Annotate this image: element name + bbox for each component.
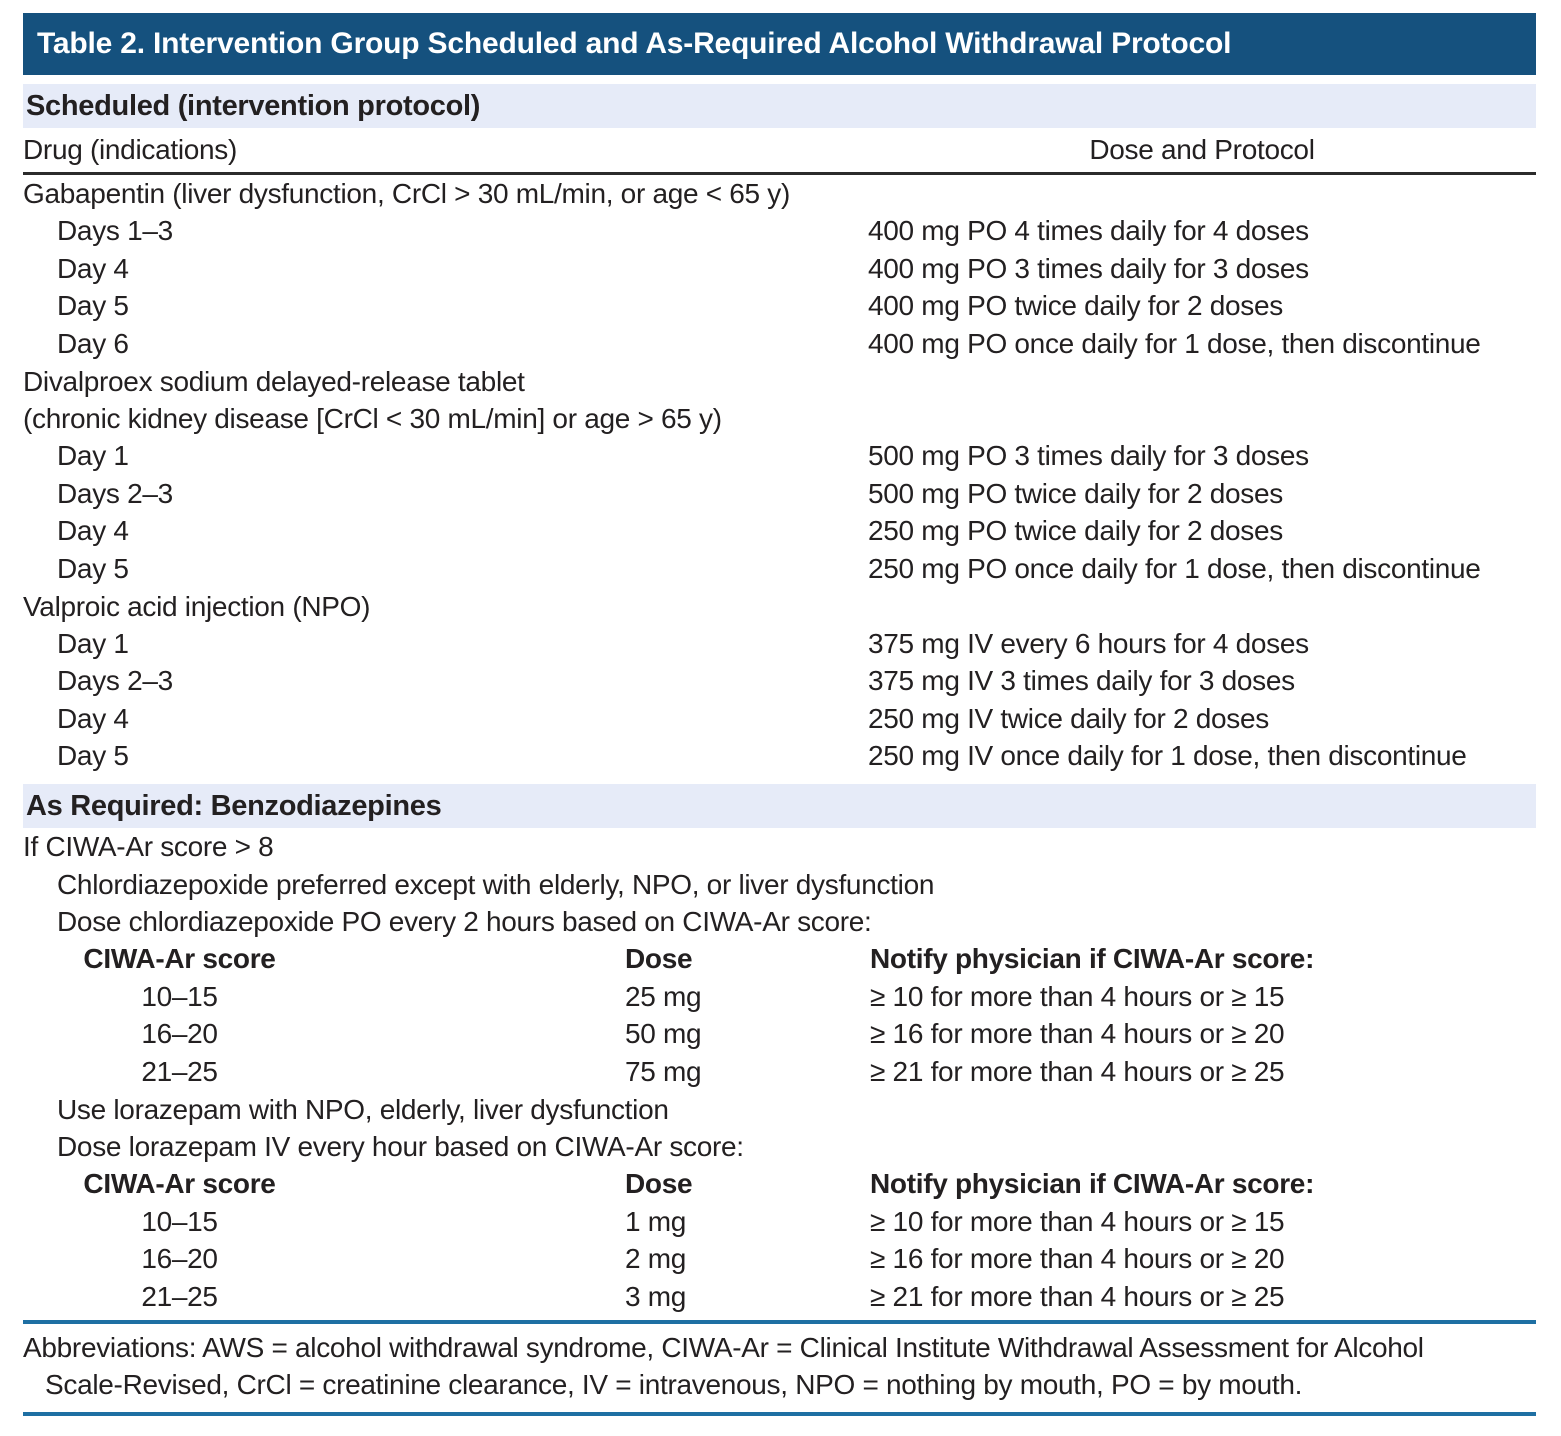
day-cell: Day 4 [57, 252, 129, 284]
table-title-bar: Table 2. Intervention Group Scheduled an… [23, 13, 1536, 75]
day-cell: Day 6 [57, 327, 129, 359]
drug-group-name-divalproex: Divalproex sodium delayed-release tablet [23, 365, 525, 397]
score-cell: 16–20 [141, 1018, 218, 1050]
bottom-rule [23, 1411, 1536, 1416]
notify-cell: ≥ 10 for more than 4 hours or ≥ 15 [870, 1205, 1285, 1237]
notify-cell: ≥ 16 for more than 4 hours or ≥ 20 [870, 1243, 1285, 1275]
table-row: Day 1 500 mg PO 3 times daily for 3 dose… [23, 438, 1536, 476]
subtable-row: 21–25 3 mg ≥ 21 for more than 4 hours or… [57, 1278, 1536, 1316]
footnote-line-2: Scale-Revised, CrCl = creatinine clearan… [45, 1369, 1303, 1400]
dose-cell: 500 mg PO 3 times daily for 3 doses [868, 440, 1309, 472]
notify-cell: ≥ 16 for more than 4 hours or ≥ 20 [870, 1018, 1285, 1050]
drug-group-name-valproic-acid: Valproic acid injection (NPO) [23, 590, 371, 622]
day-cell: Day 5 [57, 290, 129, 322]
table-row: Day 5 250 mg IV once daily for 1 dose, t… [23, 738, 1536, 776]
notify-cell: ≥ 21 for more than 4 hours or ≥ 25 [870, 1055, 1285, 1087]
subtable-header-row: CIWA-Ar score Dose Notify physician if C… [57, 1166, 1536, 1204]
table-row: Day 4 400 mg PO 3 times daily for 3 dose… [23, 250, 1536, 288]
section-header-as-required: As Required: Benzodiazepines [23, 784, 1536, 828]
footnote-line-1: Abbreviations: AWS = alcohol withdrawal … [23, 1331, 1424, 1363]
dose-cell: 250 mg PO twice daily for 2 doses [868, 515, 1283, 547]
dose-cell: 400 mg PO 3 times daily for 3 doses [868, 252, 1309, 284]
table-row: Day 5 250 mg PO once daily for 1 dose, t… [23, 550, 1536, 588]
dose-cell: 400 mg PO 4 times daily for 4 doses [868, 215, 1309, 247]
column-header-drug: Drug (indications) [23, 134, 238, 165]
column-header-dose: Dose and Protocol [1089, 134, 1315, 165]
table-title: Table 2. Intervention Group Scheduled an… [37, 27, 1232, 60]
score-cell: 21–25 [141, 1055, 218, 1087]
subtable-header-notify: Notify physician if CIWA-Ar score: [870, 1168, 1315, 1200]
subtable-row: 16–20 2 mg ≥ 16 for more than 4 hours or… [57, 1241, 1536, 1279]
table-row: Day 4 250 mg IV twice daily for 2 doses [23, 700, 1536, 738]
dose-cell: 3 mg [625, 1280, 687, 1312]
subtable-header-dose: Dose [625, 1168, 693, 1200]
score-cell: 10–15 [141, 1205, 218, 1237]
section-header-as-required-label: As Required: Benzodiazepines [26, 790, 442, 822]
dose-cell: 250 mg IV once daily for 1 dose, then di… [868, 740, 1467, 772]
score-cell: 16–20 [141, 1243, 218, 1275]
day-cell: Days 2–3 [57, 665, 173, 697]
abbreviations-footnote: Abbreviations: AWS = alcohol withdrawal … [23, 1324, 1536, 1406]
subtable-row: 10–15 25 mg ≥ 10 for more than 4 hours o… [57, 978, 1536, 1016]
day-cell: Day 4 [57, 515, 129, 547]
subtable-row: 10–15 1 mg ≥ 10 for more than 4 hours or… [57, 1203, 1536, 1241]
day-cell: Day 1 [57, 627, 129, 659]
day-cell: Day 4 [57, 702, 129, 734]
dose-cell: 50 mg [625, 1018, 702, 1050]
dose-cell: 250 mg IV twice daily for 2 doses [868, 702, 1269, 734]
table-row: Days 1–3 400 mg PO 4 times daily for 4 d… [23, 213, 1536, 251]
subtable-row: 21–25 75 mg ≥ 21 for more than 4 hours o… [57, 1053, 1536, 1091]
dose-cell: 400 mg PO once daily for 1 dose, then di… [868, 327, 1481, 359]
dose-cell: 500 mg PO twice daily for 2 doses [868, 477, 1283, 509]
ciwa-intro: If CIWA-Ar score > 8 [23, 831, 274, 862]
dose-cell: 400 mg PO twice daily for 2 doses [868, 290, 1283, 322]
day-cell: Days 2–3 [57, 477, 173, 509]
table-row: Day 1 375 mg IV every 6 hours for 4 dose… [23, 625, 1536, 663]
subtable-header-notify: Notify physician if CIWA-Ar score: [870, 943, 1315, 975]
dose-cell: 250 mg PO once daily for 1 dose, then di… [868, 552, 1481, 584]
dose-cell: 2 mg [625, 1243, 687, 1275]
table-row: Days 2–3 375 mg IV 3 times daily for 3 d… [23, 663, 1536, 701]
dose-cell: 375 mg IV 3 times daily for 3 doses [868, 665, 1295, 697]
subtable-header-row: CIWA-Ar score Dose Notify physician if C… [57, 941, 1536, 979]
subtable-header-score: CIWA-Ar score [83, 1168, 276, 1200]
dose-cell: 25 mg [625, 980, 702, 1012]
divider-rule [23, 1319, 1536, 1324]
chlordiazepoxide-note: Chlordiazepoxide preferred except with e… [57, 868, 935, 900]
lorazepam-note: Use lorazepam with NPO, elderly, liver d… [57, 1093, 669, 1125]
dose-cell: 75 mg [625, 1055, 702, 1087]
drug-group-name-gabapentin: Gabapentin (liver dysfunction, CrCl > 30… [23, 178, 791, 209]
dose-cell: 375 mg IV every 6 hours for 4 doses [868, 627, 1309, 659]
table-row: Day 6 400 mg PO once daily for 1 dose, t… [23, 325, 1536, 363]
score-cell: 10–15 [141, 980, 218, 1012]
table-row: Day 4 250 mg PO twice daily for 2 doses [23, 513, 1536, 551]
table-row: Days 2–3 500 mg PO twice daily for 2 dos… [23, 475, 1536, 513]
lorazepam-dosing-line: Dose lorazepam IV every hour based on CI… [57, 1131, 744, 1162]
score-cell: 21–25 [141, 1280, 218, 1312]
drug-group-name-divalproex-line2: (chronic kidney disease [CrCl < 30 mL/mi… [23, 403, 722, 434]
notify-cell: ≥ 10 for more than 4 hours or ≥ 15 [870, 980, 1285, 1012]
chlordiazepoxide-dosing-line: Dose chlordiazepoxide PO every 2 hours b… [57, 906, 872, 937]
notify-cell: ≥ 21 for more than 4 hours or ≥ 25 [870, 1280, 1285, 1312]
column-header-row: Drug (indications) Dose and Protocol [23, 128, 1536, 175]
day-cell: Days 1–3 [57, 215, 173, 247]
subtable-header-dose: Dose [625, 943, 693, 975]
day-cell: Day 5 [57, 552, 129, 584]
section-header-scheduled: Scheduled (intervention protocol) [23, 84, 1536, 128]
dose-cell: 1 mg [625, 1205, 687, 1237]
day-cell: Day 5 [57, 740, 129, 772]
subtable-row: 16–20 50 mg ≥ 16 for more than 4 hours o… [57, 1016, 1536, 1054]
section-header-scheduled-label: Scheduled (intervention protocol) [26, 90, 481, 122]
day-cell: Day 1 [57, 440, 129, 472]
subtable-header-score: CIWA-Ar score [83, 943, 276, 975]
table-row: Day 5 400 mg PO twice daily for 2 doses [23, 288, 1536, 326]
